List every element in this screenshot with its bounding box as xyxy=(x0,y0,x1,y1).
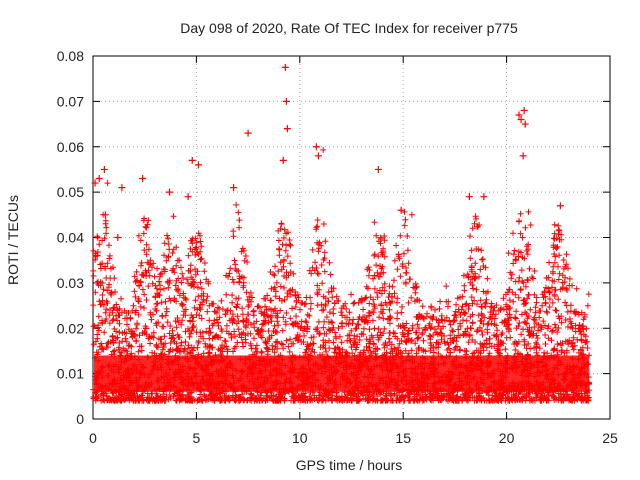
data-point xyxy=(515,111,523,119)
y-axis-label: ROTI / TECUs xyxy=(5,195,21,285)
data-point xyxy=(95,175,103,183)
y-tick-label: 0.01 xyxy=(57,366,84,382)
x-tick-label: 20 xyxy=(499,430,515,446)
x-tick-label: 5 xyxy=(193,430,201,446)
data-point xyxy=(100,165,108,173)
data-point xyxy=(465,193,473,201)
chart-title: Day 098 of 2020, Rate Of TEC Index for r… xyxy=(180,20,518,36)
data-point xyxy=(556,202,564,210)
x-tick-label: 15 xyxy=(395,430,411,446)
y-tick-label: 0.07 xyxy=(57,93,84,109)
data-point xyxy=(230,184,238,192)
y-tick-label: 0.02 xyxy=(57,320,84,336)
data-point xyxy=(312,143,320,151)
y-tick-label: 0.03 xyxy=(57,275,84,291)
data-point xyxy=(374,165,382,173)
y-tick-label: 0.08 xyxy=(57,48,84,64)
data-point xyxy=(520,106,528,114)
data-point xyxy=(93,252,101,260)
x-tick-label: 0 xyxy=(89,430,97,446)
data-point xyxy=(397,206,405,214)
background-point-cloud xyxy=(90,146,593,404)
data-point xyxy=(91,179,99,187)
data-point xyxy=(166,188,174,196)
x-tick-label: 10 xyxy=(292,430,308,446)
x-tick-label: 25 xyxy=(602,430,618,446)
data-point xyxy=(519,152,527,160)
data-point xyxy=(480,193,488,201)
y-tick-label: 0.05 xyxy=(57,184,84,200)
data-point xyxy=(244,129,252,137)
data-point xyxy=(188,156,196,164)
data-point xyxy=(118,184,126,192)
data-point xyxy=(194,161,202,169)
data-point xyxy=(114,234,122,241)
data-point xyxy=(281,63,289,71)
data-point xyxy=(283,125,291,133)
x-axis-label: GPS time / hours xyxy=(296,457,403,473)
data-point xyxy=(279,156,287,164)
data-point xyxy=(101,211,109,219)
dense-core-band xyxy=(94,355,590,392)
data-point xyxy=(521,120,529,128)
data-point xyxy=(517,116,525,124)
data-point xyxy=(314,152,322,160)
y-tick-label: 0 xyxy=(76,411,84,427)
data-points xyxy=(91,63,564,260)
axis-ticks: 0 0.01 0.02 0.03 0.04 0.05 0.06 0.07 0.08 0 5 10 15 2… xyxy=(57,48,618,446)
data-point xyxy=(184,193,192,201)
y-tick-label: 0.06 xyxy=(57,139,84,155)
y-tick-label: 0.04 xyxy=(57,230,84,246)
grid-lines xyxy=(93,56,610,419)
data-point xyxy=(282,97,290,105)
data-point xyxy=(139,175,147,183)
